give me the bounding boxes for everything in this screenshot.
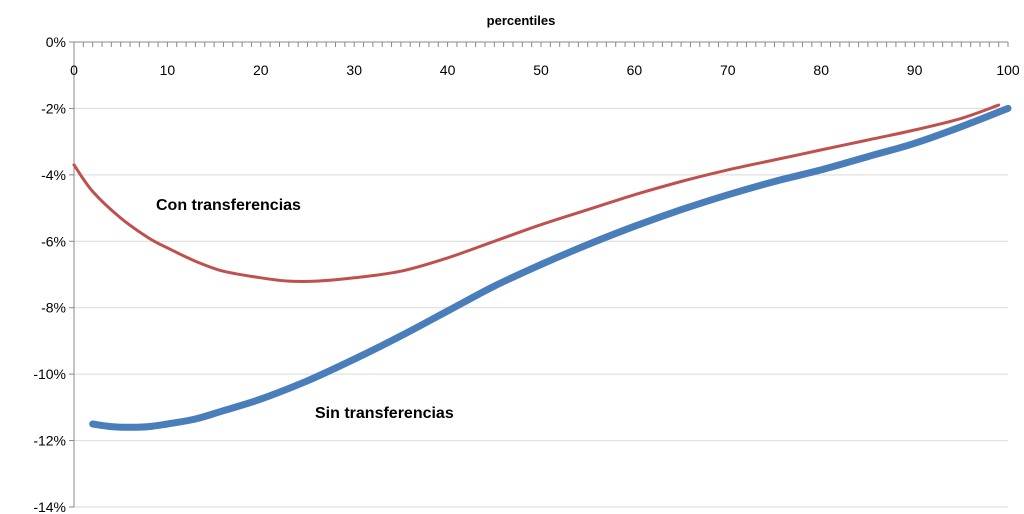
x-tick-labels: 0 10 20 30 40 50 60 70 80 90 100 xyxy=(70,62,1020,78)
x-tick-label: 80 xyxy=(813,62,829,78)
annotation-con-transferencias: Con transferencias xyxy=(156,197,301,214)
x-tick-label: 40 xyxy=(440,62,456,78)
x-tick-label: 30 xyxy=(346,62,362,78)
series-lines xyxy=(72,103,1012,431)
x-tick-label: 20 xyxy=(253,62,269,78)
gridlines xyxy=(69,41,1008,508)
x-tick-label: 60 xyxy=(627,62,643,78)
x-tick-label: 100 xyxy=(996,62,1020,78)
x-tick-label: 50 xyxy=(533,62,549,78)
x-tick-label: 70 xyxy=(720,62,736,78)
x-minor-ticks xyxy=(73,42,1009,47)
x-tick-label: 10 xyxy=(160,62,176,78)
y-tick-label: -2% xyxy=(41,100,66,116)
y-tick-label: -14% xyxy=(33,499,66,514)
y-tick-label: -4% xyxy=(41,167,66,183)
series-line-con-transferencias xyxy=(72,103,1001,284)
y-tick-label: -10% xyxy=(33,366,66,382)
y-tick-labels: 0% -2% -4% -6% -8% -10% -12% -14% xyxy=(33,34,66,514)
annotation-sin-transferencias: Sin transferencias xyxy=(315,405,454,422)
x-axis-title: percentiles xyxy=(487,13,556,28)
y-tick-label: -12% xyxy=(33,433,66,449)
x-tick-label: 90 xyxy=(907,62,923,78)
y-tick-label: -8% xyxy=(41,300,66,316)
y-tick-label: 0% xyxy=(46,34,66,50)
x-tick-label: 0 xyxy=(70,62,78,78)
series-line-sin-transferencias xyxy=(89,104,1012,431)
y-tick-label: -6% xyxy=(41,233,66,249)
